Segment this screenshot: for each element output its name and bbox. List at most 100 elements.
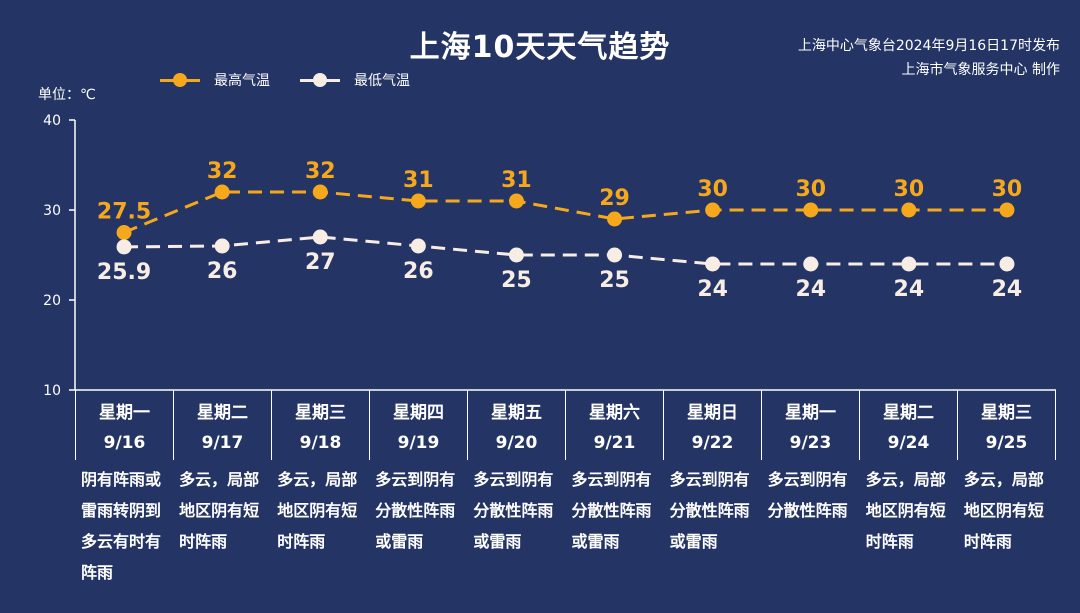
y-tick-label: 30 [43,203,61,219]
date-label: 9/21 [593,433,636,453]
weather-description: 多云到阴有分散性阵雨或雷雨 [375,470,456,551]
low-temp-point [607,247,623,263]
high-temp-point [999,202,1015,218]
weekday-label: 星期五 [491,403,542,423]
high-temp-label: 31 [403,168,434,193]
weather-description: 多云到阴有分散性阵雨 [767,470,848,520]
legend-high-label: 最高气温 [214,73,270,89]
high-temp-point [410,193,426,209]
low-temp-point [803,256,819,272]
low-temp-label: 24 [795,277,826,302]
date-label: 9/25 [985,433,1028,453]
y-tick-label: 20 [43,293,61,309]
high-temp-point [901,202,917,218]
day-header-cell: 星期一 9/16 [75,390,173,460]
legend-item-low[interactable]: 最低气温 [300,70,410,90]
date-label: 9/23 [789,433,832,453]
date-label: 9/16 [103,433,146,453]
high-temp-label: 29 [599,186,630,211]
date-label: 9/22 [691,433,734,453]
weather-description: 多云，局部地区阴有短时阵雨 [963,470,1044,551]
weekday-label: 星期三 [981,403,1032,423]
high-temp-label: 30 [795,177,826,202]
high-temp-point [607,211,623,227]
low-temp-label: 26 [207,259,238,284]
low-temp-point [705,256,721,272]
low-temp-point [116,239,132,255]
date-label: 9/17 [201,433,244,453]
day-header-cell: 星期三 9/18 [271,390,369,460]
high-temp-point [312,184,328,200]
high-temp-line [123,190,1007,234]
low-temp-point [508,247,524,263]
weather-description: 多云到阴有分散性阵雨或雷雨 [571,470,652,551]
high-temp-point [803,202,819,218]
date-label: 9/20 [495,433,538,453]
weekday-label: 星期一 [99,403,150,423]
chart-legend: 最高气温 最低气温 [160,70,440,90]
date-label: 9/19 [397,433,440,453]
unit-label: 单位：℃ [38,87,96,103]
day-header-cell: 星期一 9/23 [761,390,859,460]
high-temp-point [508,193,524,209]
day-header-cell: 星期五 9/20 [467,390,565,460]
page-title: 上海10天天气趋势 [409,30,671,65]
day-header-cell: 星期日 9/22 [663,390,761,460]
low-temp-line [124,235,1007,266]
weather-description: 多云，局部地区阴有短时阵雨 [277,470,358,551]
low-temp-point [214,238,230,254]
high-temp-label: 32 [207,159,238,184]
low-temp-point [999,256,1015,272]
low-temp-label: 24 [894,277,925,302]
weekday-label: 星期六 [589,403,640,423]
issuer-line-2: 上海市气象服务中心 制作 [901,62,1060,78]
date-label: 9/24 [887,433,930,453]
high-temp-point [116,225,132,240]
low-temp-point [901,256,917,272]
temperature-chart: 10 20 30 40 27.5 32 32 31 31 29 30 30 30 30 25.9 26 27 26… [43,113,1056,399]
high-temp-label: 27.5 [97,200,151,225]
low-temp-point [312,229,328,245]
issuer-info: 上海中心气象台2024年9月16日17时发布 上海市气象服务中心 制作 [798,34,1060,82]
low-temp-label: 24 [697,277,728,302]
high-temp-label: 31 [501,168,532,193]
high-temp-label: 30 [992,177,1023,202]
day-header-cell: 星期二 9/17 [173,390,271,460]
weather-description: 多云到阴有分散性阵雨或雷雨 [473,470,554,551]
weather-description: 阴有阵雨或雷雨转阴到多云有时有阵雨 [81,470,162,582]
high-temp-label: 30 [894,177,925,202]
high-temp-point [705,202,721,218]
issuer-line-1: 上海中心气象台2024年9月16日17时发布 [797,38,1060,54]
weather-description: 多云到阴有分散性阵雨或雷雨 [669,470,750,551]
y-tick-label: 10 [43,383,61,399]
weekday-label: 星期三 [295,403,346,423]
weather-description: 多云，局部地区阴有短时阵雨 [865,470,946,551]
high-temp-point [214,184,230,200]
y-tick-label: 40 [43,113,61,129]
high-line-swatch-icon [160,70,200,90]
legend-item-high[interactable]: 最高气温 [160,70,270,90]
low-temp-label: 25.9 [97,260,151,285]
day-header-cell: 星期六 9/21 [565,390,663,460]
weekday-label: 星期日 [687,403,738,423]
low-temp-label: 26 [403,259,434,284]
weekday-label: 星期二 [883,403,934,423]
low-temp-point [410,238,426,254]
date-label: 9/18 [299,433,342,453]
forecast-header-row: 星期一 9/16 星期二 9/17 星期三 9/18 星期四 9/19 星期五 9/20 星期六 9/… [75,390,1056,460]
day-header-cell: 星期二 9/24 [859,390,957,460]
day-header-cell: 星期三 9/25 [957,390,1056,460]
high-temp-label: 30 [697,177,728,202]
forecast-description-row: 阴有阵雨或雷雨转阴到多云有时有阵雨 多云，局部地区阴有短时阵雨 多云，局部地区阴有短… [75,460,1056,588]
high-temp-label: 32 [305,159,336,184]
low-line-swatch-icon [300,70,340,90]
weather-description: 多云，局部地区阴有短时阵雨 [179,470,260,551]
low-temp-label: 27 [305,250,336,275]
weekday-label: 星期四 [393,403,444,423]
legend-low-label: 最低气温 [354,73,410,89]
forecast-table: 星期一 9/16 星期二 9/17 星期三 9/18 星期四 9/19 星期五 9/20 星期六 9/… [75,390,1056,588]
low-temp-label: 25 [501,268,532,293]
weekday-label: 星期一 [785,403,836,423]
day-header-cell: 星期四 9/19 [369,390,467,460]
low-temp-label: 24 [992,277,1023,302]
